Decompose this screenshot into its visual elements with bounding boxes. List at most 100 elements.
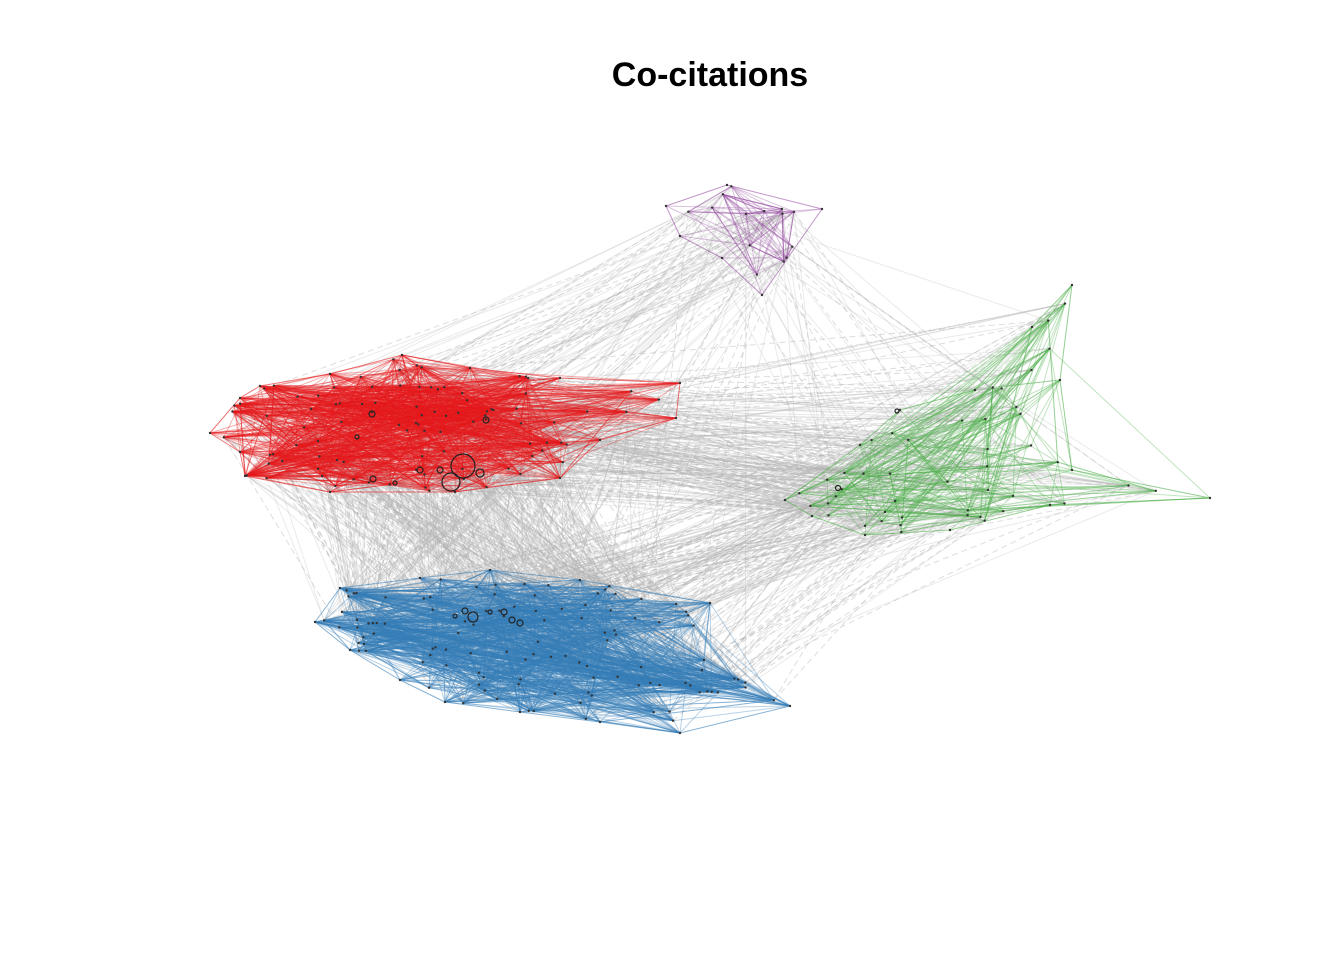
red-node bbox=[296, 395, 299, 398]
inter-cluster-edge bbox=[506, 413, 1021, 653]
green-node bbox=[966, 513, 969, 517]
blue-node bbox=[505, 650, 508, 653]
inter-cluster-edge bbox=[273, 385, 829, 504]
inter-cluster-edge bbox=[317, 468, 430, 688]
blue-node bbox=[671, 719, 675, 722]
inter-cluster-edge bbox=[604, 495, 1014, 634]
inter-cluster-edge bbox=[495, 444, 1032, 586]
inter-cluster-edge bbox=[371, 386, 689, 616]
inter-cluster-edge bbox=[486, 411, 581, 703]
inter-cluster-edge bbox=[525, 495, 836, 661]
inter-cluster-edge bbox=[457, 412, 687, 613]
inter-cluster-edge bbox=[424, 303, 1066, 432]
red-edge bbox=[371, 386, 509, 470]
inter-cluster-edge bbox=[398, 211, 795, 426]
inter-cluster-edge bbox=[470, 444, 568, 654]
red-node bbox=[302, 426, 306, 429]
inter-cluster-edge bbox=[297, 210, 765, 398]
inter-cluster-edge bbox=[530, 406, 1017, 445]
inter-cluster-edge bbox=[303, 426, 466, 622]
red-node bbox=[443, 386, 446, 389]
inter-cluster-edge bbox=[435, 514, 829, 648]
inter-cluster-edge bbox=[319, 455, 700, 693]
inter-cluster-edge bbox=[483, 387, 993, 678]
green-node bbox=[1011, 494, 1015, 498]
inter-cluster-edge bbox=[421, 366, 1156, 492]
red-edge bbox=[463, 393, 527, 480]
inter-cluster-edge bbox=[317, 440, 355, 594]
inter-cluster-edge bbox=[548, 439, 909, 586]
inter-cluster-edge bbox=[417, 424, 466, 622]
inter-cluster-edge bbox=[416, 365, 486, 691]
red-edge bbox=[246, 474, 390, 486]
red-edge bbox=[334, 365, 418, 487]
inter-cluster-edge bbox=[585, 387, 994, 720]
inter-cluster-edge bbox=[462, 392, 989, 491]
red-node bbox=[430, 386, 433, 389]
inter-cluster-edge bbox=[360, 246, 793, 378]
red-edge bbox=[234, 405, 464, 480]
purple-node bbox=[748, 244, 752, 247]
inter-cluster-edge bbox=[615, 531, 902, 636]
green-node bbox=[810, 514, 814, 518]
blue-node bbox=[357, 641, 360, 645]
inter-cluster-edge bbox=[430, 386, 713, 693]
red-node bbox=[392, 358, 395, 361]
inter-cluster-edge bbox=[472, 421, 505, 617]
inter-cluster-edge bbox=[368, 481, 842, 490]
inter-cluster-edge bbox=[317, 440, 534, 655]
red-edge bbox=[599, 417, 677, 441]
red-edge bbox=[529, 411, 588, 445]
inter-cluster-edge bbox=[520, 472, 845, 475]
blue-node bbox=[439, 578, 442, 581]
inter-cluster-edge bbox=[422, 419, 963, 663]
inter-cluster-edge bbox=[440, 451, 445, 580]
red-edge bbox=[371, 390, 632, 413]
inter-cluster-edge bbox=[282, 460, 948, 483]
inter-cluster-edge bbox=[372, 386, 948, 483]
inter-cluster-edge bbox=[615, 211, 795, 635]
inter-cluster-edge bbox=[234, 405, 525, 585]
inter-cluster-edge bbox=[335, 403, 746, 684]
inter-cluster-edge bbox=[525, 208, 783, 394]
red-cluster bbox=[208, 353, 682, 494]
red-edge bbox=[232, 410, 444, 452]
red-edge bbox=[401, 354, 471, 369]
inter-cluster-edge bbox=[266, 477, 487, 612]
blue-node bbox=[383, 622, 387, 625]
red-edge bbox=[368, 359, 394, 483]
inter-cluster-edge bbox=[561, 442, 948, 483]
red-edge bbox=[266, 414, 423, 479]
inter-cluster-edge bbox=[310, 408, 520, 685]
inter-cluster-edge bbox=[272, 453, 829, 516]
inter-cluster-edge bbox=[424, 430, 988, 450]
inter-cluster-edge bbox=[485, 213, 783, 420]
inter-cluster-edge bbox=[399, 369, 687, 613]
inter-cluster-edge bbox=[476, 245, 751, 588]
red-node bbox=[316, 439, 320, 443]
inter-cluster-edge bbox=[333, 387, 606, 634]
inter-cluster-edge bbox=[303, 426, 582, 619]
inter-cluster-edge bbox=[353, 478, 700, 693]
inter-cluster-edge bbox=[560, 442, 746, 683]
blue-node bbox=[772, 698, 776, 702]
inter-cluster-edge bbox=[793, 211, 829, 516]
inter-cluster-edge bbox=[493, 387, 1002, 411]
inter-cluster-edge bbox=[485, 414, 829, 516]
inter-cluster-edge bbox=[297, 396, 539, 643]
inter-cluster-edge bbox=[518, 393, 527, 685]
blue-node bbox=[684, 681, 687, 685]
red-edge bbox=[317, 392, 526, 442]
inter-cluster-edge bbox=[297, 396, 968, 516]
blue-node bbox=[457, 631, 460, 635]
inter-cluster-edge bbox=[317, 468, 466, 622]
inter-cluster-edge bbox=[234, 405, 872, 441]
inter-cluster-edge bbox=[339, 402, 580, 663]
inter-cluster-edge bbox=[434, 411, 1065, 504]
inter-cluster-edge bbox=[711, 207, 1049, 322]
green-node bbox=[826, 502, 830, 505]
red-edge bbox=[392, 359, 445, 452]
red-edge bbox=[311, 408, 548, 444]
inter-cluster-edge bbox=[223, 436, 589, 693]
green-node bbox=[1063, 502, 1066, 505]
